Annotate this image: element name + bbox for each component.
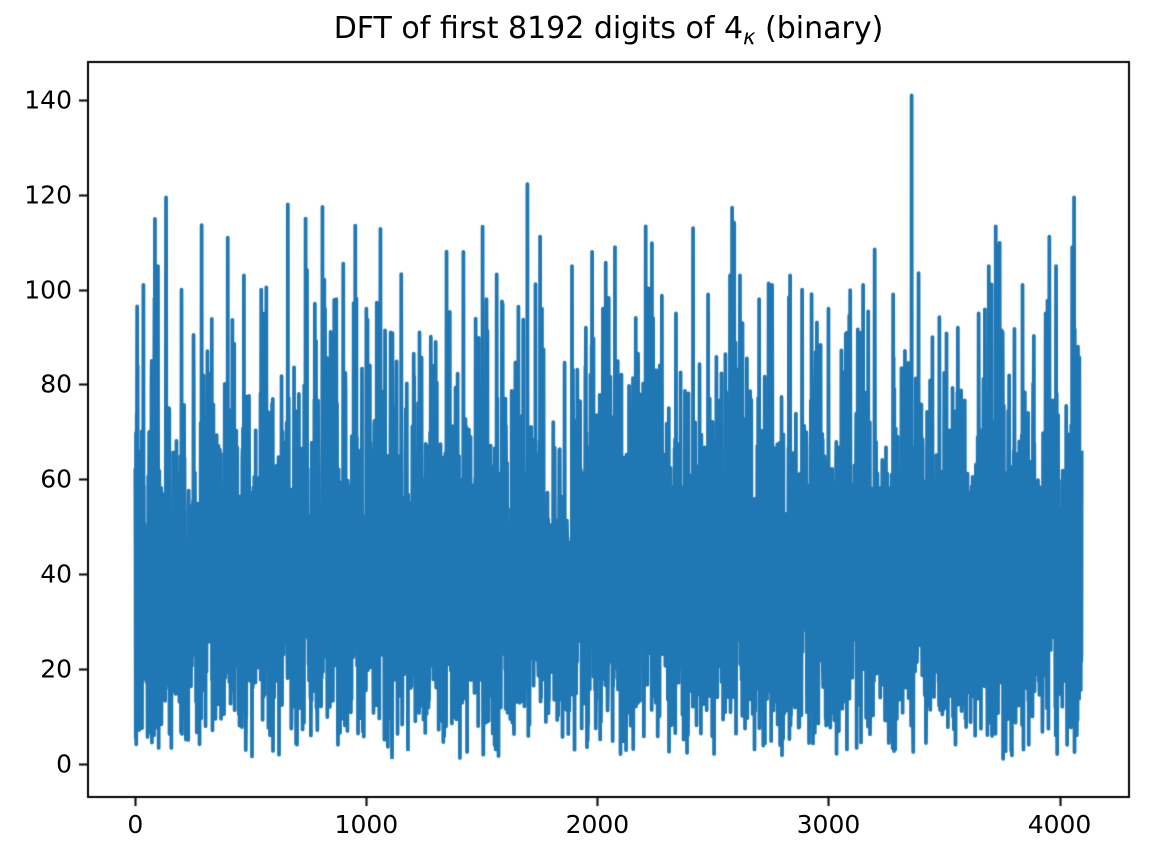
x-tick-label-1: 1000 [334, 810, 399, 839]
x-tick-label-3: 3000 [796, 810, 861, 839]
y-tick-label-0: 0 [56, 749, 72, 779]
y-tick-label-7: 140 [24, 85, 72, 115]
y-tick-label-6: 120 [24, 180, 72, 210]
chart-title: DFT of first 8192 digits of 4κ (binary) [88, 11, 1129, 50]
title-subscript-kappa: κ [743, 25, 756, 49]
x-tick-label-2: 2000 [565, 810, 630, 839]
y-tick-label-3: 60 [40, 464, 72, 494]
x-tick-label-4: 4000 [1027, 810, 1092, 839]
y-tick-label-2: 40 [40, 559, 72, 589]
x-tick-label-0: 0 [127, 810, 144, 839]
y-tick-label-1: 20 [40, 654, 72, 684]
title-suffix: (binary) [755, 11, 884, 46]
y-tick-label-4: 80 [40, 369, 72, 399]
title-prefix: DFT of first 8192 digits of 4 [333, 11, 744, 46]
y-tick-label-5: 100 [24, 275, 72, 305]
